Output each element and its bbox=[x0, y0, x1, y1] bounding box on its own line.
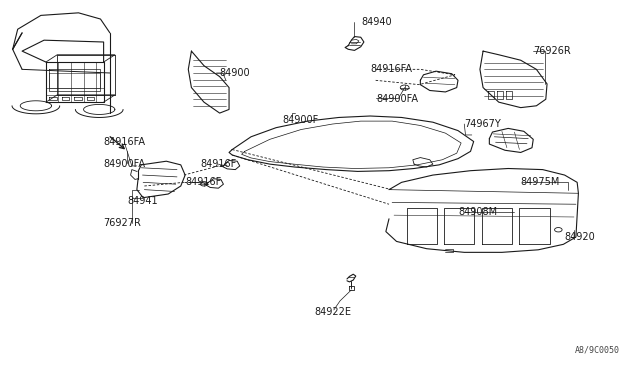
Text: 84908M: 84908M bbox=[458, 206, 497, 217]
Text: 84941: 84941 bbox=[127, 196, 158, 206]
Text: 76926R: 76926R bbox=[533, 46, 571, 56]
Text: 84916F: 84916F bbox=[185, 177, 221, 187]
Text: 84900FA: 84900FA bbox=[104, 159, 146, 169]
Text: 84920: 84920 bbox=[564, 232, 595, 242]
Text: 76927R: 76927R bbox=[104, 218, 141, 228]
Text: 74967Y: 74967Y bbox=[464, 119, 501, 129]
Text: 84916FA: 84916FA bbox=[104, 137, 146, 147]
Text: 84916F: 84916F bbox=[201, 159, 237, 169]
Text: 84900F: 84900F bbox=[282, 115, 319, 125]
Text: 84922E: 84922E bbox=[314, 307, 351, 317]
Text: 84916FA: 84916FA bbox=[370, 64, 412, 74]
Text: 84940: 84940 bbox=[361, 17, 392, 27]
Text: 84900FA: 84900FA bbox=[376, 93, 419, 103]
Text: A8/9C0050: A8/9C0050 bbox=[575, 346, 620, 355]
Text: 84975M: 84975M bbox=[521, 177, 560, 187]
Text: 84900: 84900 bbox=[220, 68, 250, 78]
